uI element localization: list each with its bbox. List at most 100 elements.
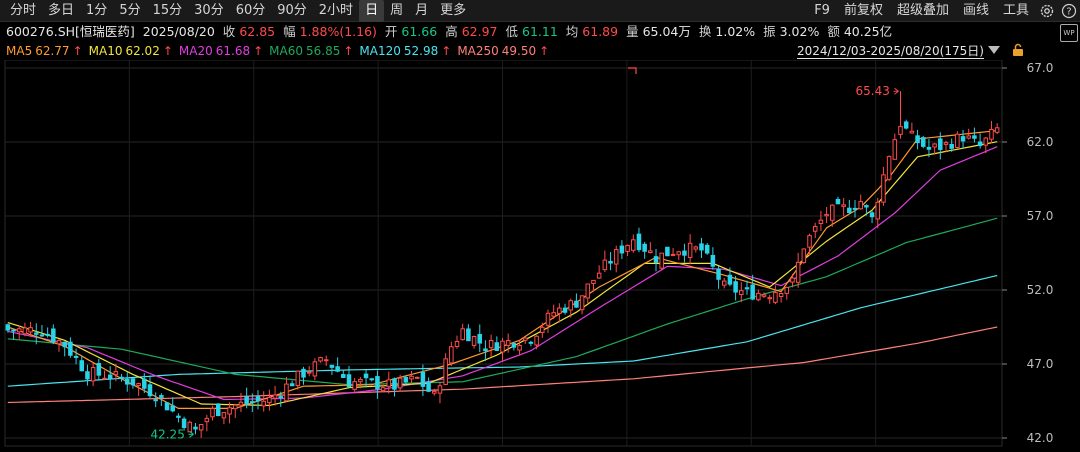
candle-body bbox=[284, 383, 289, 402]
candle-body bbox=[28, 327, 33, 333]
candle-body bbox=[795, 261, 801, 283]
low-label: 低 bbox=[505, 24, 518, 39]
candle-body bbox=[488, 339, 494, 349]
f9-button[interactable]: F9 bbox=[814, 3, 830, 18]
period-tab[interactable]: 更多 bbox=[440, 3, 467, 18]
quote-date: 2025/08/20 bbox=[142, 24, 215, 39]
candle-body bbox=[181, 418, 187, 429]
candle-body bbox=[881, 174, 886, 203]
ma-line-ma120 bbox=[7, 274, 998, 387]
range-dropdown-icon[interactable] bbox=[988, 46, 1000, 54]
ma-line-ma60 bbox=[7, 217, 998, 386]
tools-button[interactable]: 工具 bbox=[1002, 3, 1029, 18]
period-tab[interactable]: 月 bbox=[415, 3, 429, 18]
avg-label: 均 bbox=[565, 24, 579, 39]
y-axis: 67.0 62.0 57.0 52.0 47.0 42.0 bbox=[1002, 61, 1053, 445]
ma-legend-ma60[interactable]: MA60 56.85 ↑ bbox=[269, 44, 353, 58]
candle-body bbox=[562, 307, 568, 313]
candle-body bbox=[511, 343, 517, 348]
candle-body bbox=[636, 233, 642, 251]
candle-body bbox=[358, 378, 363, 383]
ma-legend-value: 49.50 bbox=[501, 44, 537, 58]
candle-body bbox=[710, 254, 716, 267]
candle-body bbox=[295, 370, 301, 387]
y-tick-label: 62.0 bbox=[1027, 135, 1054, 149]
candle-body bbox=[926, 146, 932, 150]
open-label: 开 bbox=[384, 24, 398, 39]
candle-body bbox=[39, 334, 45, 337]
candle-body bbox=[346, 374, 352, 388]
candle-body bbox=[85, 371, 90, 380]
candle-body bbox=[363, 373, 369, 379]
forward-adjust-button[interactable]: 前复权 bbox=[843, 3, 883, 18]
candle-body bbox=[272, 394, 278, 399]
amount-label: 额 bbox=[827, 24, 840, 39]
watermark-icon[interactable]: WP bbox=[1060, 24, 1078, 42]
candle-body bbox=[761, 294, 767, 297]
date-range-selector[interactable]: 2024/12/03-2025/08/20(175日) bbox=[797, 44, 984, 59]
candle-body bbox=[79, 360, 85, 372]
candle-body bbox=[471, 336, 477, 346]
ma-legend: MA5 62.77 ↑ MA10 62.02 ↑ MA20 61.68 ↑ MA60 56.85 ↑ M… bbox=[6, 43, 555, 59]
turnover-label: 换 bbox=[698, 24, 712, 39]
candle-body bbox=[994, 127, 1000, 133]
candle-body bbox=[312, 361, 318, 377]
period-tab[interactable]: 1分 bbox=[86, 3, 108, 18]
lock-icon[interactable] bbox=[1011, 42, 1025, 61]
settings-icon[interactable] bbox=[1036, 0, 1058, 22]
candle-body bbox=[432, 390, 437, 394]
candle-body bbox=[335, 366, 340, 372]
candle-body bbox=[22, 327, 28, 335]
candle-body bbox=[949, 143, 954, 149]
y-tick-label: 57.0 bbox=[1027, 209, 1054, 223]
ma-legend-label: MA120 bbox=[359, 44, 401, 58]
candle-body bbox=[375, 376, 380, 390]
period-tab[interactable]: 60分 bbox=[235, 3, 266, 18]
kline-chart[interactable]: 67.0 62.0 57.0 52.0 47.0 42.0 65.43 42.25 bbox=[0, 60, 1080, 452]
ma-legend-ma250[interactable]: MA250 49.50 ↑ bbox=[457, 44, 549, 58]
period-tab[interactable]: 分时 bbox=[10, 3, 37, 18]
ma-legend-ma10[interactable]: MA10 62.02 ↑ bbox=[89, 44, 173, 58]
ma-legend-arrow: ↑ bbox=[441, 44, 452, 58]
period-tab[interactable]: 多日 bbox=[48, 3, 75, 18]
period-tab[interactable]: 周 bbox=[390, 3, 404, 18]
candle-body bbox=[960, 136, 966, 142]
high-annotation: 65.43 bbox=[856, 84, 890, 98]
ma-legend-arrow: ↑ bbox=[72, 44, 83, 58]
candles bbox=[5, 91, 1000, 438]
ma-legend-ma20[interactable]: MA20 61.68 ↑ bbox=[179, 44, 263, 58]
period-tab[interactable]: 日 bbox=[359, 0, 385, 22]
candle-body bbox=[540, 326, 545, 333]
candle-body bbox=[699, 243, 704, 251]
candle-body bbox=[915, 135, 920, 144]
candle-body bbox=[289, 383, 295, 387]
candle-body bbox=[744, 287, 750, 290]
tool-menu: F9 前复权 超级叠加 画线 工具 ? bbox=[807, 0, 1080, 22]
candle-body bbox=[977, 141, 983, 147]
ma-legend-ma120[interactable]: MA120 52.98 ↑ bbox=[359, 44, 451, 58]
candle-body bbox=[591, 279, 596, 284]
candle-body bbox=[596, 272, 602, 279]
candle-body bbox=[278, 396, 284, 399]
period-tab[interactable]: 15分 bbox=[152, 3, 183, 18]
candle-body bbox=[170, 405, 175, 412]
period-tab[interactable]: 5分 bbox=[119, 3, 141, 18]
candle-body bbox=[238, 401, 244, 406]
stock-code-name: 600276.SH[恒瑞医药] bbox=[6, 24, 135, 39]
quote-bar: 600276.SH[恒瑞医药] 2025/08/20 收 62.85 幅 1.88%… bbox=[6, 23, 896, 41]
candle-body bbox=[420, 371, 426, 387]
draw-line-button[interactable]: 画线 bbox=[962, 3, 989, 18]
candle-body bbox=[756, 292, 761, 301]
candle-body bbox=[215, 403, 221, 417]
ma-legend-ma5[interactable]: MA5 62.77 ↑ bbox=[6, 44, 83, 58]
period-tab[interactable]: 90分 bbox=[277, 3, 307, 18]
volume-label: 量 bbox=[626, 24, 639, 39]
candle-body bbox=[966, 135, 971, 139]
period-tab[interactable]: 2小时 bbox=[318, 3, 354, 18]
super-overlay-button[interactable]: 超级叠加 bbox=[896, 3, 949, 18]
candle-body bbox=[892, 139, 898, 160]
help-icon[interactable]: ? bbox=[1058, 0, 1080, 22]
period-tab[interactable]: 30分 bbox=[194, 3, 224, 18]
candle-body bbox=[318, 357, 323, 362]
ma-legend-value: 56.85 bbox=[306, 44, 341, 58]
